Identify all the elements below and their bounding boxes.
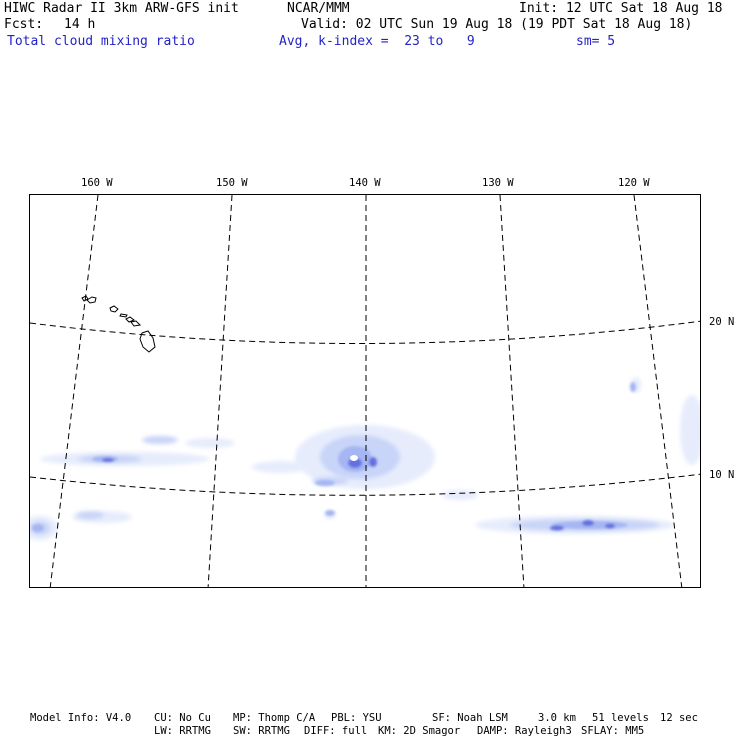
- diff-scheme: DIFF: full: [304, 725, 368, 737]
- lat-label-20n: 20 N: [709, 316, 735, 328]
- sflay-scheme: SFLAY: MM5: [581, 725, 645, 737]
- pbl-scheme: PBL: YSU: [331, 712, 382, 724]
- org-label: NCAR/MMM: [287, 1, 350, 16]
- map-canvas: [30, 195, 700, 587]
- lon-label-150w: 150 W: [216, 177, 248, 189]
- graticule: [30, 195, 700, 587]
- lon-label-140w: 140 W: [349, 177, 381, 189]
- model-info: Model Info: V4.0: [30, 712, 132, 724]
- init-time: Init: 12 UTC Sat 18 Aug 18: [519, 1, 723, 16]
- storm-eye: [350, 455, 358, 461]
- valid-time: Valid: 02 UTC Sun 19 Aug 18 (19 PDT Sat …: [301, 17, 693, 32]
- lon-label-120w: 120 W: [618, 177, 650, 189]
- vertical-levels: 51 levels: [592, 712, 649, 724]
- fcst-value: 14 h: [64, 17, 96, 32]
- avg-k-index: Avg, k-index = 23 to 9: [279, 34, 475, 49]
- lat-label-10n: 10 N: [709, 469, 735, 481]
- cu-scheme: CU: No Cu: [154, 712, 211, 724]
- sw-scheme: SW: RRTMG: [233, 725, 290, 737]
- field-name: Total cloud mixing ratio: [7, 34, 195, 49]
- damp-scheme: DAMP: Rayleigh3: [477, 725, 572, 737]
- grid-resolution: 3.0 km: [538, 712, 576, 724]
- lon-label-130w: 130 W: [482, 177, 514, 189]
- fcst-label: Fcst:: [4, 17, 44, 32]
- time-step: 12 sec: [660, 712, 698, 724]
- hawaii-coastline: [81, 295, 156, 353]
- plot-title: HIWC Radar II 3km ARW-GFS init: [4, 1, 239, 16]
- lon-label-160w: 160 W: [81, 177, 113, 189]
- smoothing-value: sm= 5: [576, 34, 616, 49]
- mp-scheme: MP: Thomp C/A: [233, 712, 316, 724]
- sf-scheme: SF: Noah LSM: [432, 712, 508, 724]
- km-scheme: KM: 2D Smagor: [378, 725, 461, 737]
- lw-scheme: LW: RRTMG: [154, 725, 211, 737]
- map-panel: [29, 194, 701, 588]
